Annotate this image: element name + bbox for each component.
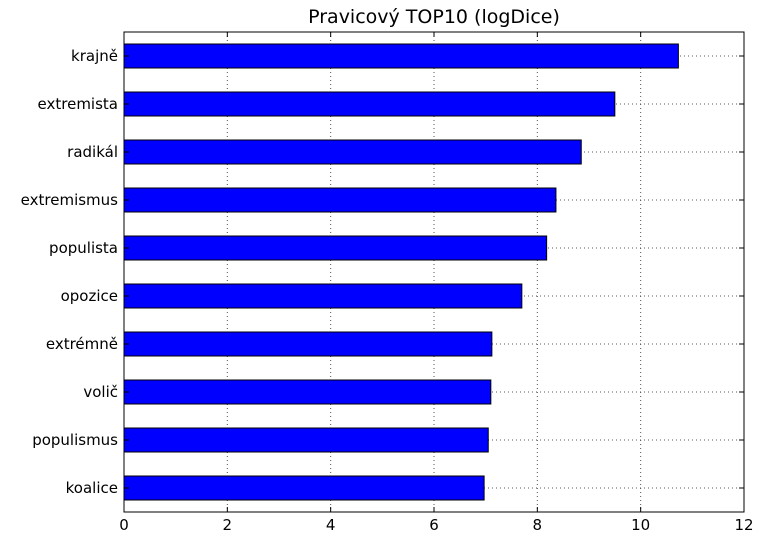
bar-populista bbox=[123, 235, 548, 261]
y-tick-label: extremismus bbox=[21, 191, 119, 209]
bar-opozice bbox=[123, 283, 523, 309]
bar-radikál bbox=[123, 139, 582, 165]
x-tick-label: 6 bbox=[429, 516, 439, 534]
y-tick-label: extremista bbox=[38, 95, 118, 113]
y-tick-label: krajně bbox=[71, 47, 118, 65]
y-tick-label: opozice bbox=[61, 287, 118, 305]
chart-title: Pravicový TOP10 (logDice) bbox=[308, 6, 560, 28]
y-tick-label: populismus bbox=[32, 431, 118, 449]
bar-extremista bbox=[123, 91, 616, 117]
y-tick-label: populista bbox=[49, 239, 118, 257]
y-tick-label: volič bbox=[83, 383, 118, 401]
y-tick-label: radikál bbox=[67, 143, 118, 161]
bar-koalice bbox=[123, 475, 485, 501]
x-tick-label: 4 bbox=[326, 516, 336, 534]
bar-volič bbox=[123, 379, 492, 405]
plot-frame bbox=[123, 31, 745, 513]
x-tick-label: 12 bbox=[734, 516, 753, 534]
bar-populismus bbox=[123, 427, 489, 453]
y-tick-label: extrémně bbox=[46, 335, 118, 353]
bar-krajně bbox=[123, 43, 679, 69]
y-tick-label: koalice bbox=[66, 479, 118, 497]
x-tick-label: 10 bbox=[631, 516, 650, 534]
bar-extremismus bbox=[123, 187, 557, 213]
x-tick-label: 8 bbox=[533, 516, 543, 534]
x-tick-label: 2 bbox=[223, 516, 233, 534]
bar-extrémně bbox=[123, 331, 493, 357]
x-tick-label: 0 bbox=[119, 516, 129, 534]
